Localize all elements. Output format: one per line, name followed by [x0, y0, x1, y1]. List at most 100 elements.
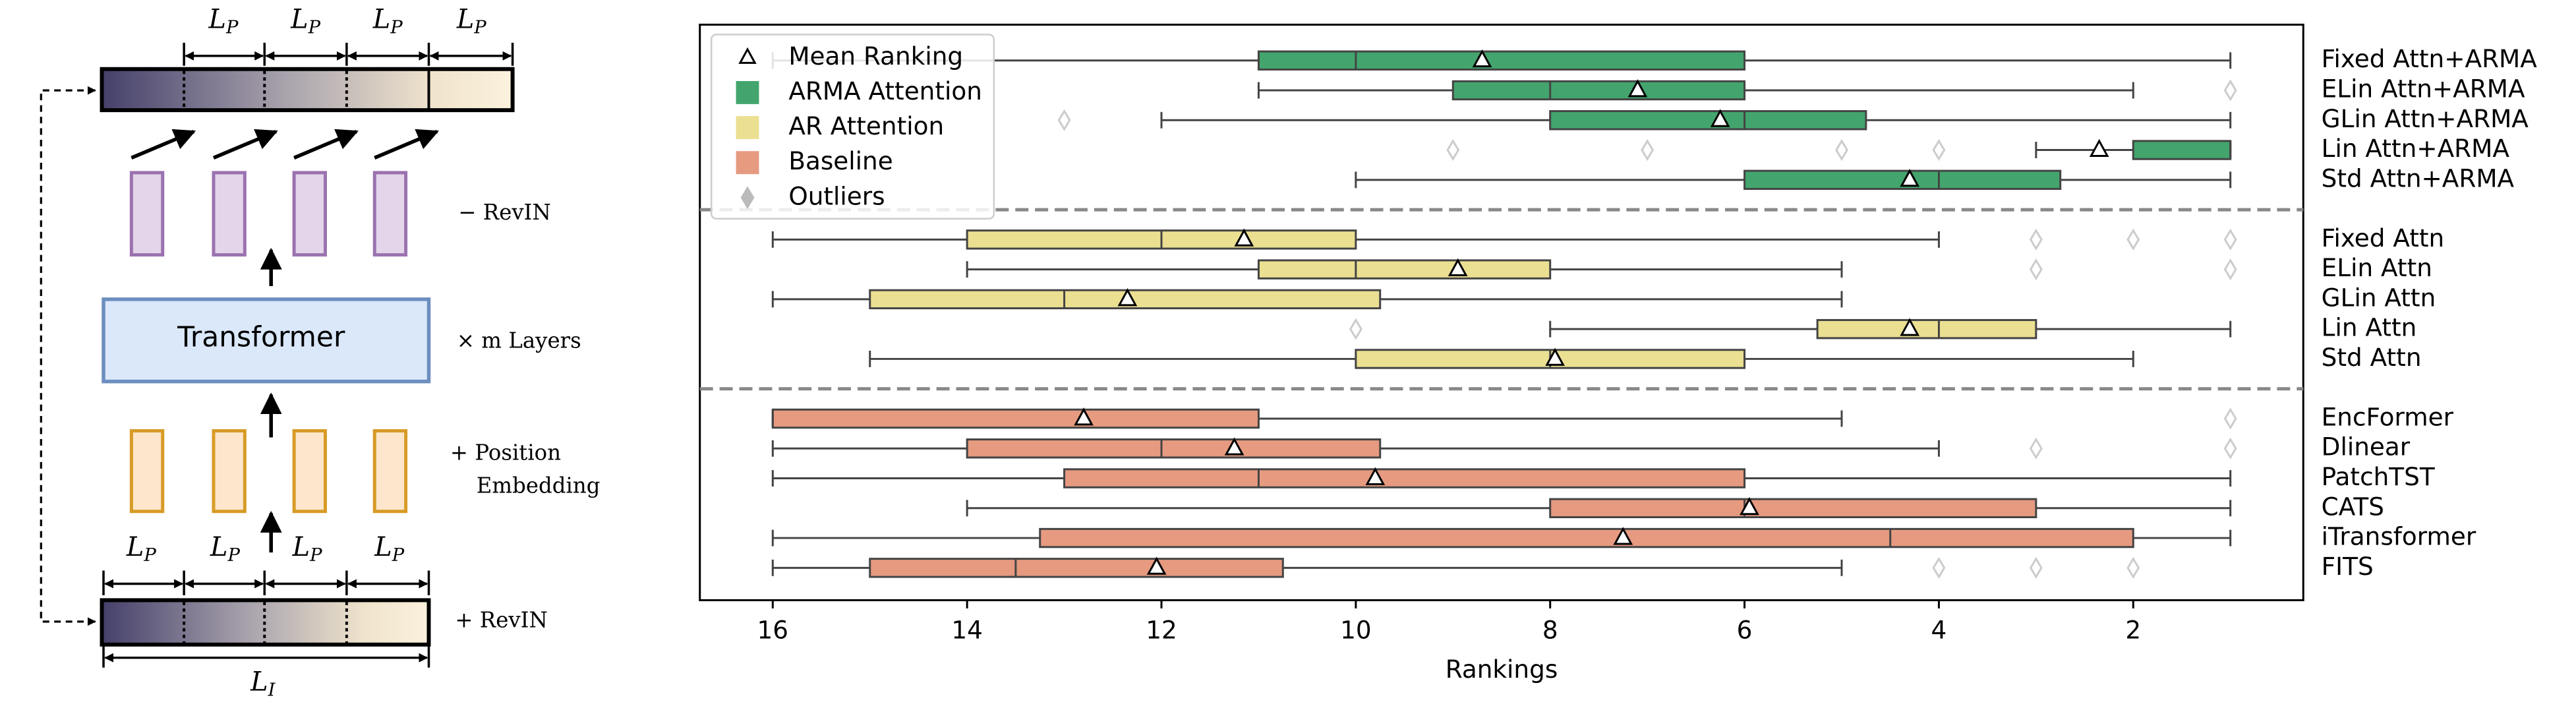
outlier	[2029, 437, 2043, 460]
bottom-dimension	[102, 570, 430, 595]
outlier	[2223, 258, 2237, 281]
plus-revin: + RevIN	[455, 607, 547, 632]
box	[1549, 110, 1867, 131]
x-tick-label: 10	[1340, 615, 1372, 644]
subscript: P	[225, 17, 239, 38]
legend: Mean Ranking ARMA Attention AR Attention Ba…	[710, 34, 995, 220]
symbol: L	[208, 4, 225, 34]
category-label: Std Attn+ARMA	[2322, 163, 2515, 193]
segment-length: LP	[208, 4, 238, 37]
box	[1257, 259, 1552, 280]
subscript: P	[227, 545, 240, 566]
position-embedding: + Position Embedding	[450, 440, 600, 498]
symbol: L	[290, 4, 308, 34]
mean-marker	[1074, 407, 1094, 426]
box	[1039, 527, 2134, 549]
minus-revin: − RevIN	[458, 200, 550, 225]
mean-marker	[1900, 318, 1920, 336]
legend-label: Outliers	[788, 181, 885, 210]
top-dimension	[183, 42, 514, 66]
outlier	[2126, 228, 2140, 251]
segment-length: LP	[290, 4, 320, 37]
category-label: EncFormer	[2322, 402, 2454, 431]
outlier	[1932, 556, 1946, 579]
line: + Position	[450, 440, 561, 465]
symbol: L	[126, 532, 144, 562]
x-tick-label: 14	[951, 615, 983, 644]
outlier	[1349, 318, 1362, 340]
category-label: ELin Attn	[2322, 253, 2432, 282]
category-label: CATS	[2322, 492, 2384, 521]
symbol: L	[250, 667, 268, 697]
segment-dividers	[183, 71, 430, 109]
subscript: P	[309, 545, 322, 566]
legend-swatch	[736, 151, 759, 175]
outlier	[2223, 407, 2237, 430]
box	[869, 558, 1284, 578]
mean-marker	[1545, 347, 1565, 366]
legend-frame	[710, 34, 995, 220]
symbol: L	[292, 532, 310, 562]
legend-mean-marker	[738, 47, 757, 64]
subscript: P	[143, 545, 156, 566]
mean-marker	[1365, 467, 1386, 485]
outlier	[1057, 109, 1071, 131]
box	[1257, 50, 1746, 71]
mean-marker	[2089, 138, 2109, 157]
skip-connection	[40, 86, 96, 626]
category-label: Fixed Attn	[2322, 223, 2445, 252]
x-tick-label: 16	[757, 615, 789, 644]
x-tick-label: 8	[1542, 615, 1558, 644]
legend-swatch	[736, 80, 759, 104]
mean-marker	[1740, 496, 1759, 516]
category-label: Lin Attn	[2322, 313, 2417, 342]
mean-marker	[1117, 288, 1138, 307]
box	[1063, 468, 1746, 489]
outlier	[2223, 228, 2237, 251]
category-label: Lin Attn+ARMA	[2322, 134, 2510, 163]
transformer-block	[102, 297, 431, 384]
mean-marker	[1627, 79, 1648, 98]
layers-label: × m Layers	[457, 328, 581, 353]
output-sequence	[100, 67, 515, 113]
outlier	[2223, 79, 2237, 102]
box	[771, 408, 1260, 429]
box	[2132, 140, 2232, 160]
category-label: Fixed Attn+ARMA	[2322, 44, 2538, 73]
mean-marker	[1146, 556, 1167, 575]
segment-length: LP	[456, 4, 486, 37]
outlier	[2029, 258, 2043, 281]
input-tokens	[129, 429, 408, 514]
outlier	[2029, 556, 2043, 579]
subscript: P	[308, 17, 321, 38]
architecture-diagram: LP LP LP LP − RevIN Transformer × m Laye…	[40, 4, 600, 700]
box	[1451, 80, 1746, 101]
outlier	[1641, 138, 1654, 162]
subscript: P	[392, 545, 405, 566]
category-label: GLin Attn	[2322, 283, 2436, 312]
x-tick-label: 12	[1146, 615, 1177, 644]
x-tick-label: 2	[2125, 615, 2141, 644]
symbol: L	[372, 4, 390, 34]
input-dimension	[102, 646, 430, 668]
segment-length: LP	[210, 532, 240, 565]
mean-marker	[1448, 258, 1468, 277]
segment-length: LP	[292, 532, 322, 565]
mean-marker	[1472, 49, 1492, 68]
legend-swatch	[736, 116, 759, 140]
mean-marker	[1613, 527, 1633, 545]
category-label: ELin Attn+ARMA	[2322, 74, 2525, 103]
subscript: P	[473, 17, 486, 38]
mean-marker	[1900, 168, 1920, 187]
box	[1816, 318, 2037, 340]
projection-arrows	[131, 129, 439, 160]
box	[1743, 169, 2062, 191]
outlier	[2223, 437, 2237, 460]
mean-marker	[1234, 228, 1254, 247]
subscript: I	[268, 680, 276, 700]
category-label: Std Attn	[2322, 343, 2422, 372]
category-label: iTransformer	[2322, 522, 2476, 551]
category-label: PatchTST	[2322, 462, 2435, 491]
